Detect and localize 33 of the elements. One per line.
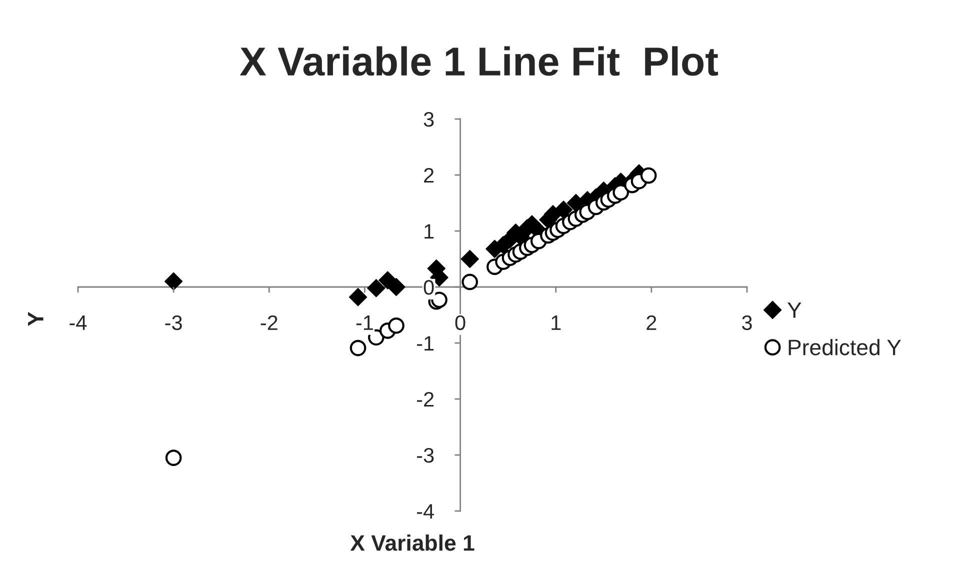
x-tick-label: -3	[165, 315, 182, 330]
y-tick-label: 3	[424, 112, 434, 127]
y-tick-label: -1	[416, 336, 434, 351]
x-tick-label: 1	[552, 316, 561, 330]
point	[350, 340, 366, 356]
y-tick-label: 1	[424, 224, 434, 239]
y-tick-label: -3	[416, 448, 434, 463]
legend-label: Predicted Y	[788, 339, 901, 356]
point	[367, 278, 386, 298]
y-tick-label: -2	[416, 392, 434, 407]
point	[165, 450, 182, 466]
x-tick-label: -2	[260, 315, 278, 330]
y-axis-title: Y	[28, 312, 44, 326]
x-tick-label: 2	[646, 315, 656, 330]
point	[462, 274, 478, 290]
point	[348, 288, 368, 306]
chart-title: X Variable 1 Line Fit Plot	[240, 46, 718, 76]
point	[387, 278, 406, 296]
point	[554, 200, 573, 219]
x-tick-label: 0	[455, 315, 466, 330]
point	[164, 272, 183, 291]
legend-label: Y	[787, 302, 802, 318]
y-tick-label: 2	[424, 168, 434, 183]
point	[640, 167, 657, 184]
x-tick-label: 3	[742, 315, 752, 330]
point	[460, 250, 479, 268]
point	[612, 184, 630, 201]
x-tick-label: -4	[70, 316, 87, 330]
point	[388, 317, 404, 334]
x-tick-label: -1	[356, 316, 373, 330]
x-axis-title: X Variable 1	[350, 534, 474, 551]
y-tick-label: 0	[424, 280, 434, 295]
y-tick-label: -4	[416, 504, 434, 519]
